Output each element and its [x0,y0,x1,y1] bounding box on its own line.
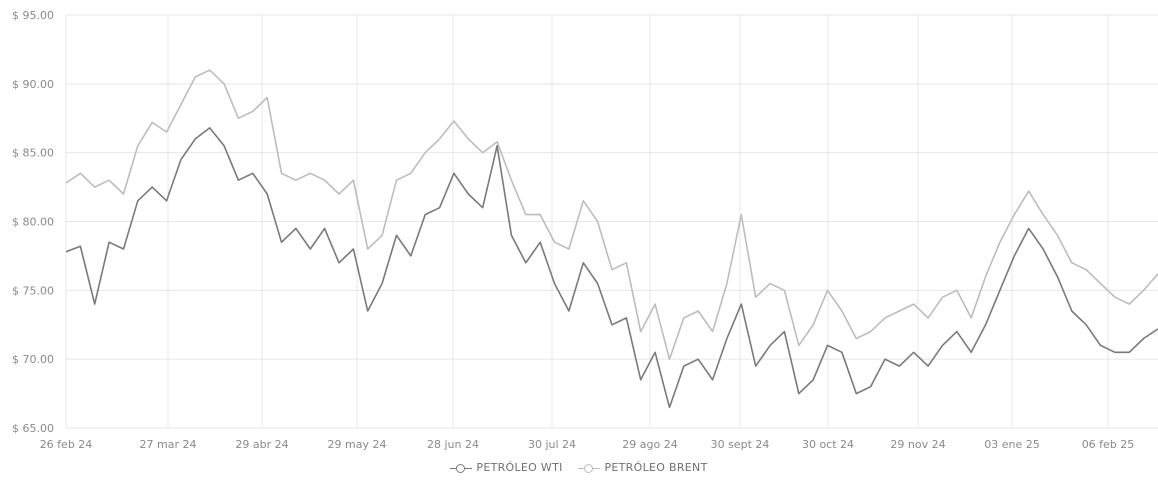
series-layer [65,69,1158,409]
y-tick-label: $ 75.00 [12,284,54,297]
series-line-wti[interactable] [65,127,1158,409]
y-tick-label: $ 90.00 [12,78,54,91]
legend: PETRÓLEO WTI PETRÓLEO BRENT [0,461,1158,477]
legend-item-brent[interactable]: PETRÓLEO BRENT [578,461,707,474]
x-tick-label: 27 mar 24 [140,438,197,451]
grid-lines [65,14,1158,429]
legend-wti-marker-icon [450,462,473,474]
x-tick-label: 30 oct 24 [802,438,854,451]
y-tick-label: $ 65.00 [12,422,54,435]
y-tick-label: $ 95.00 [12,9,54,22]
y-tick-label: $ 80.00 [12,216,54,229]
x-tick-label: 06 feb 25 [1082,438,1135,451]
y-tick-label: $ 85.00 [12,147,54,160]
legend-brent-label: PETRÓLEO BRENT [604,461,708,474]
x-tick-label: 28 jun 24 [427,438,479,451]
x-tick-label: 29 nov 24 [890,438,945,451]
series-line-brent[interactable] [65,69,1158,360]
x-tick-label: 26 feb 24 [40,438,93,451]
y-tick-label: $ 70.00 [12,353,54,366]
x-axis-ticks: 26 feb 24 27 mar 24 29 abr 24 29 may 24 28 j… [40,438,1135,451]
x-tick-label: 30 sept 24 [711,438,770,451]
legend-item-wti[interactable]: PETRÓLEO WTI [450,461,562,474]
x-tick-label: 29 may 24 [328,438,387,451]
x-tick-label: 03 ene 25 [984,438,1040,451]
x-tick-label: 29 abr 24 [235,438,288,451]
legend-wti-label: PETRÓLEO WTI [476,461,563,474]
legend-brent-marker-icon [578,462,601,474]
x-tick-label: 30 jul 24 [528,438,576,451]
y-axis-ticks: $ 65.00 $ 70.00 $ 75.00 $ 80.00 $ 85.00 $ 90.… [12,9,54,435]
x-tick-label: 29 ago 24 [622,438,677,451]
